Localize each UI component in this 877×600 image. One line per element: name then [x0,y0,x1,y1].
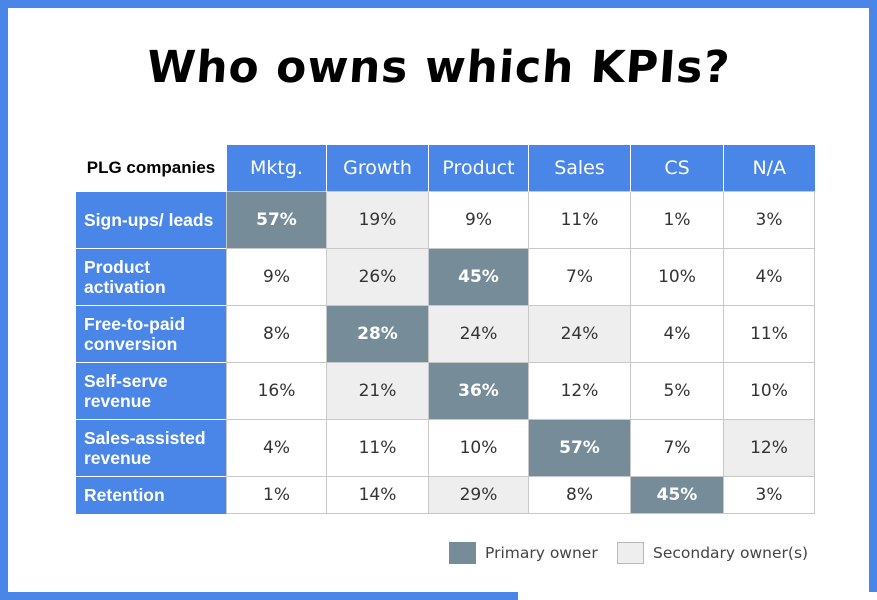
table-cell: 19% [326,191,429,249]
table-row: Sign-ups/ leads 57% 19% 9% 11% 1% 3% [76,191,815,249]
kpi-ownership-table: PLG companies Mktg. Growth Product Sales… [76,145,815,514]
table-cell: 3% [723,191,815,249]
column-header-cs: CS [630,145,724,192]
column-header-sales: Sales [528,145,631,192]
table-cell: 57% [226,191,327,249]
table-cell: 8% [528,476,631,514]
table-cell: 7% [528,248,631,306]
table-cell: 36% [428,362,529,420]
table-cell: 10% [428,419,529,477]
table-row: Retention 1% 14% 29% 8% 45% 3% [76,476,815,514]
row-header-self-serve: Self-serve revenue [76,362,227,420]
table-cell: 9% [428,191,529,249]
table-cell: 10% [723,362,815,420]
table-cell: 8% [226,305,327,363]
table-row: Self-serve revenue 16% 21% 36% 12% 5% 10… [76,362,815,420]
corner-label: PLG companies [76,145,227,192]
legend-primary-label: Primary owner [485,544,598,562]
row-header-sales-assisted: Sales-assisted revenue [76,419,227,477]
table-row: Free-to-paid conversion 8% 28% 24% 24% 4… [76,305,815,363]
table-cell: 29% [428,476,529,514]
table-cell: 1% [226,476,327,514]
table-cell: 4% [226,419,327,477]
table-cell: 24% [528,305,631,363]
table-row: Sales-assisted revenue 4% 11% 10% 57% 7%… [76,419,815,477]
page-title: Who owns which KPIs? [145,42,732,93]
table-cell: 12% [528,362,631,420]
row-header-free-to-paid: Free-to-paid conversion [76,305,227,363]
table-cell: 1% [630,191,724,249]
table-cell: 24% [428,305,529,363]
table-cell: 11% [326,419,429,477]
column-header-na: N/A [723,145,815,192]
table-cell: 12% [723,419,815,477]
table-cell: 4% [723,248,815,306]
row-header-product-activation: Product activation [76,248,227,306]
table-cell: 9% [226,248,327,306]
table-cell: 45% [630,476,724,514]
primary-swatch [449,542,476,564]
table-cell: 4% [630,305,724,363]
table-row: Product activation 9% 26% 45% 7% 10% 4% [76,248,815,306]
row-header-sign-ups: Sign-ups/ leads [76,191,227,249]
table-cell: 57% [528,419,631,477]
frame-gap [518,592,877,600]
table-cell: 11% [528,191,631,249]
table-cell: 14% [326,476,429,514]
table-cell: 16% [226,362,327,420]
table-cell: 28% [326,305,429,363]
column-header-product: Product [428,145,529,192]
column-header-mktg: Mktg. [226,145,327,192]
column-header-growth: Growth [326,145,429,192]
legend-secondary: Secondary owner(s) [617,541,808,565]
secondary-swatch [617,542,644,564]
legend-primary: Primary owner [449,541,598,565]
table-cell: 26% [326,248,429,306]
row-header-retention: Retention [76,476,227,514]
legend-secondary-label: Secondary owner(s) [653,544,809,562]
table-cell: 11% [723,305,815,363]
table-cell: 5% [630,362,724,420]
table-cell: 45% [428,248,529,306]
table-cell: 3% [723,476,815,514]
table-cell: 7% [630,419,724,477]
table-cell: 21% [326,362,429,420]
table-cell: 10% [630,248,724,306]
